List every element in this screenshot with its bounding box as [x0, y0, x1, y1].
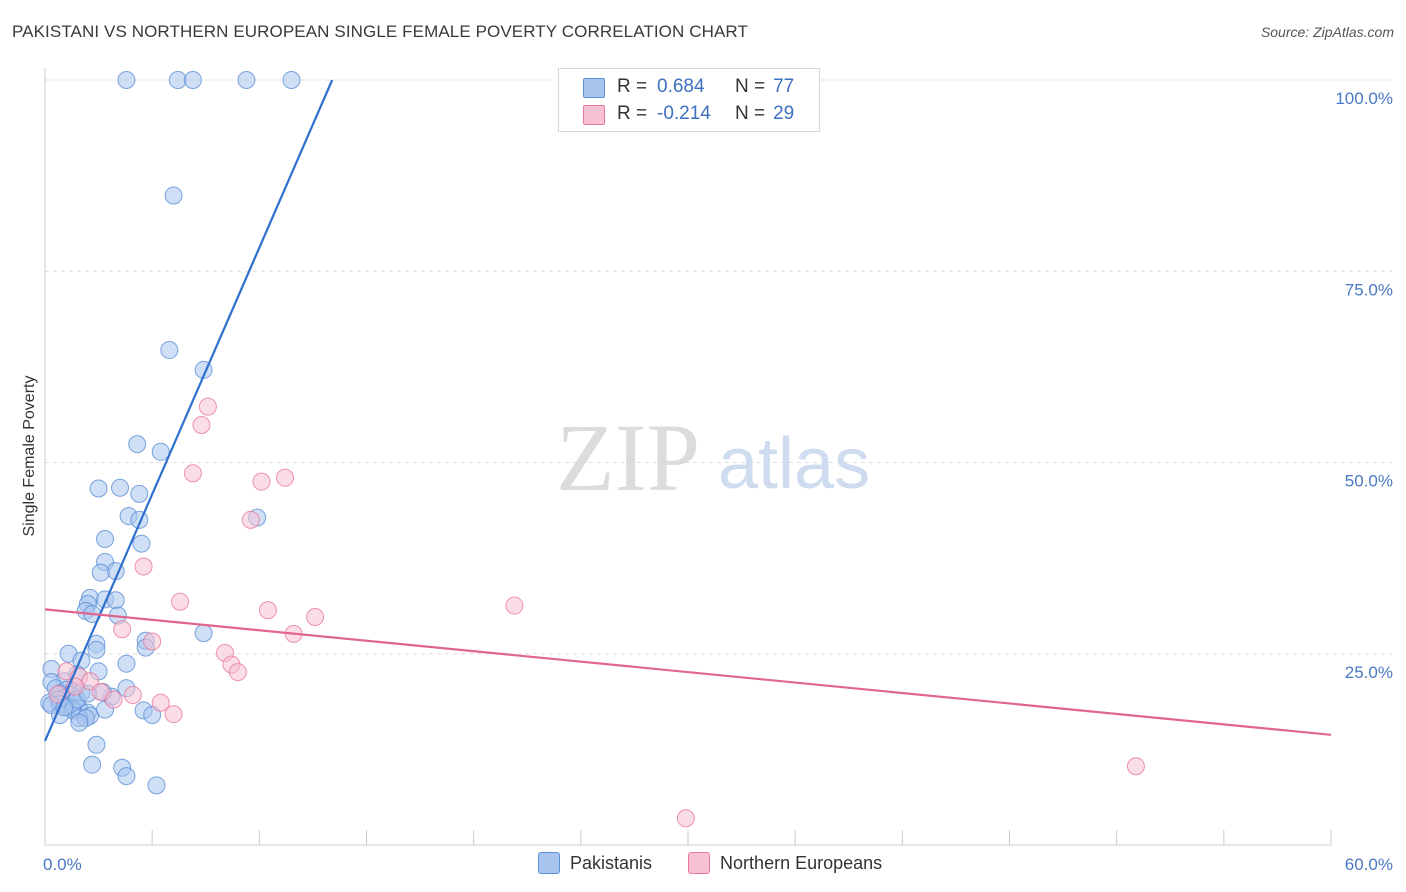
legend-r-value: -0.214: [657, 103, 711, 124]
trend-lines: [43, 79, 1332, 742]
legend-label-pakistanis: Pakistanis: [570, 852, 653, 873]
point-northern-europeans: [123, 686, 142, 705]
legend-n-label: N =: [735, 76, 766, 97]
point-northern-europeans: [306, 608, 325, 627]
y-tick-label: 50.0%: [1345, 472, 1393, 491]
point-pakistanis: [96, 530, 115, 548]
watermark-zip: ZIP: [556, 404, 700, 511]
point-pakistanis: [143, 705, 162, 724]
legend-label-northern-europeans: Northern Europeans: [720, 852, 883, 873]
axes: [44, 68, 1332, 846]
legend-item-pakistanis[interactable]: Pakistanis: [538, 852, 652, 874]
legend-n-value: 29: [773, 103, 795, 124]
point-pakistanis: [117, 654, 136, 673]
legend-n-label: N =: [735, 103, 766, 124]
legend-swatch-pink: [583, 105, 605, 125]
legend-row-pakistanis: R = 0.684 N = 77: [583, 75, 795, 99]
legend-n-value: 77: [773, 76, 795, 97]
point-northern-europeans: [151, 693, 170, 712]
watermark: ZIP atlas: [556, 404, 870, 511]
point-northern-europeans: [192, 416, 211, 435]
point-northern-europeans: [676, 809, 695, 828]
point-pakistanis: [128, 435, 147, 454]
point-pakistanis: [132, 534, 151, 553]
legend-row-northern-europeans: R = -0.214 N = 29: [583, 102, 795, 126]
point-pakistanis: [168, 71, 187, 89]
point-northern-europeans: [241, 510, 260, 529]
y-tick-label: 75.0%: [1345, 280, 1393, 299]
legend-swatch-pink: [688, 852, 711, 874]
point-pakistanis: [160, 341, 179, 360]
point-pakistanis: [164, 186, 183, 205]
point-northern-europeans: [171, 592, 190, 611]
point-northern-europeans: [134, 557, 153, 576]
point-northern-europeans: [113, 620, 132, 639]
point-northern-europeans: [104, 690, 123, 709]
point-northern-europeans: [228, 663, 247, 682]
chart-title: PAKISTANI VS NORTHERN EUROPEAN SINGLE FE…: [12, 22, 748, 41]
point-pakistanis: [147, 776, 166, 795]
watermark-atlas: atlas: [718, 424, 870, 504]
point-northern-europeans: [198, 397, 217, 416]
point-pakistanis: [111, 478, 130, 497]
point-pakistanis: [87, 640, 106, 659]
point-pakistanis: [194, 624, 213, 643]
point-pakistanis: [237, 71, 256, 89]
x-tick-label: 60.0%: [1345, 855, 1393, 874]
axis-labels: Single Female Poverty 100.0% 75.0% 50.0% 25…: [21, 89, 1393, 874]
point-northern-europeans: [1126, 757, 1145, 776]
point-northern-europeans: [252, 472, 271, 491]
point-pakistanis: [117, 71, 136, 89]
point-pakistanis: [91, 563, 110, 582]
legend-item-northern-europeans[interactable]: Northern Europeans: [688, 852, 882, 874]
point-pakistanis: [70, 713, 89, 732]
point-northern-europeans: [276, 468, 295, 487]
trend-line-pakistanis: [43, 79, 334, 742]
point-pakistanis: [117, 767, 136, 786]
legend-r-value: 0.684: [657, 76, 705, 97]
point-northern-europeans: [258, 601, 277, 620]
trend-line-northern-europeans: [44, 608, 1332, 736]
legend-r-label: R =: [617, 76, 648, 97]
legend-swatch-blue: [538, 852, 560, 874]
point-pakistanis: [151, 442, 170, 461]
grid-lines: [45, 79, 1392, 655]
x-tick-label: 0.0%: [43, 855, 82, 874]
point-northern-europeans: [164, 705, 183, 724]
legend-r-label: R =: [617, 103, 648, 124]
point-pakistanis: [87, 735, 106, 754]
point-pakistanis: [89, 479, 108, 498]
y-tick-label: 25.0%: [1345, 663, 1393, 682]
point-pakistanis: [183, 71, 202, 89]
source-label: Source: ZipAtlas.com: [1260, 24, 1394, 40]
point-pakistanis: [282, 71, 301, 89]
point-pakistanis: [130, 484, 149, 503]
series-legend: Pakistanis Northern Europeans: [538, 852, 918, 874]
point-pakistanis: [83, 755, 102, 774]
stats-legend: R = 0.684 N = 77 R = -0.214 N = 29: [558, 68, 820, 132]
point-northern-europeans: [505, 596, 524, 615]
point-northern-europeans: [183, 464, 202, 483]
legend-swatch-blue: [583, 78, 605, 98]
y-tick-label: 100.0%: [1335, 89, 1393, 108]
point-northern-europeans: [143, 632, 162, 651]
y-axis-label: Single Female Poverty: [21, 376, 38, 537]
